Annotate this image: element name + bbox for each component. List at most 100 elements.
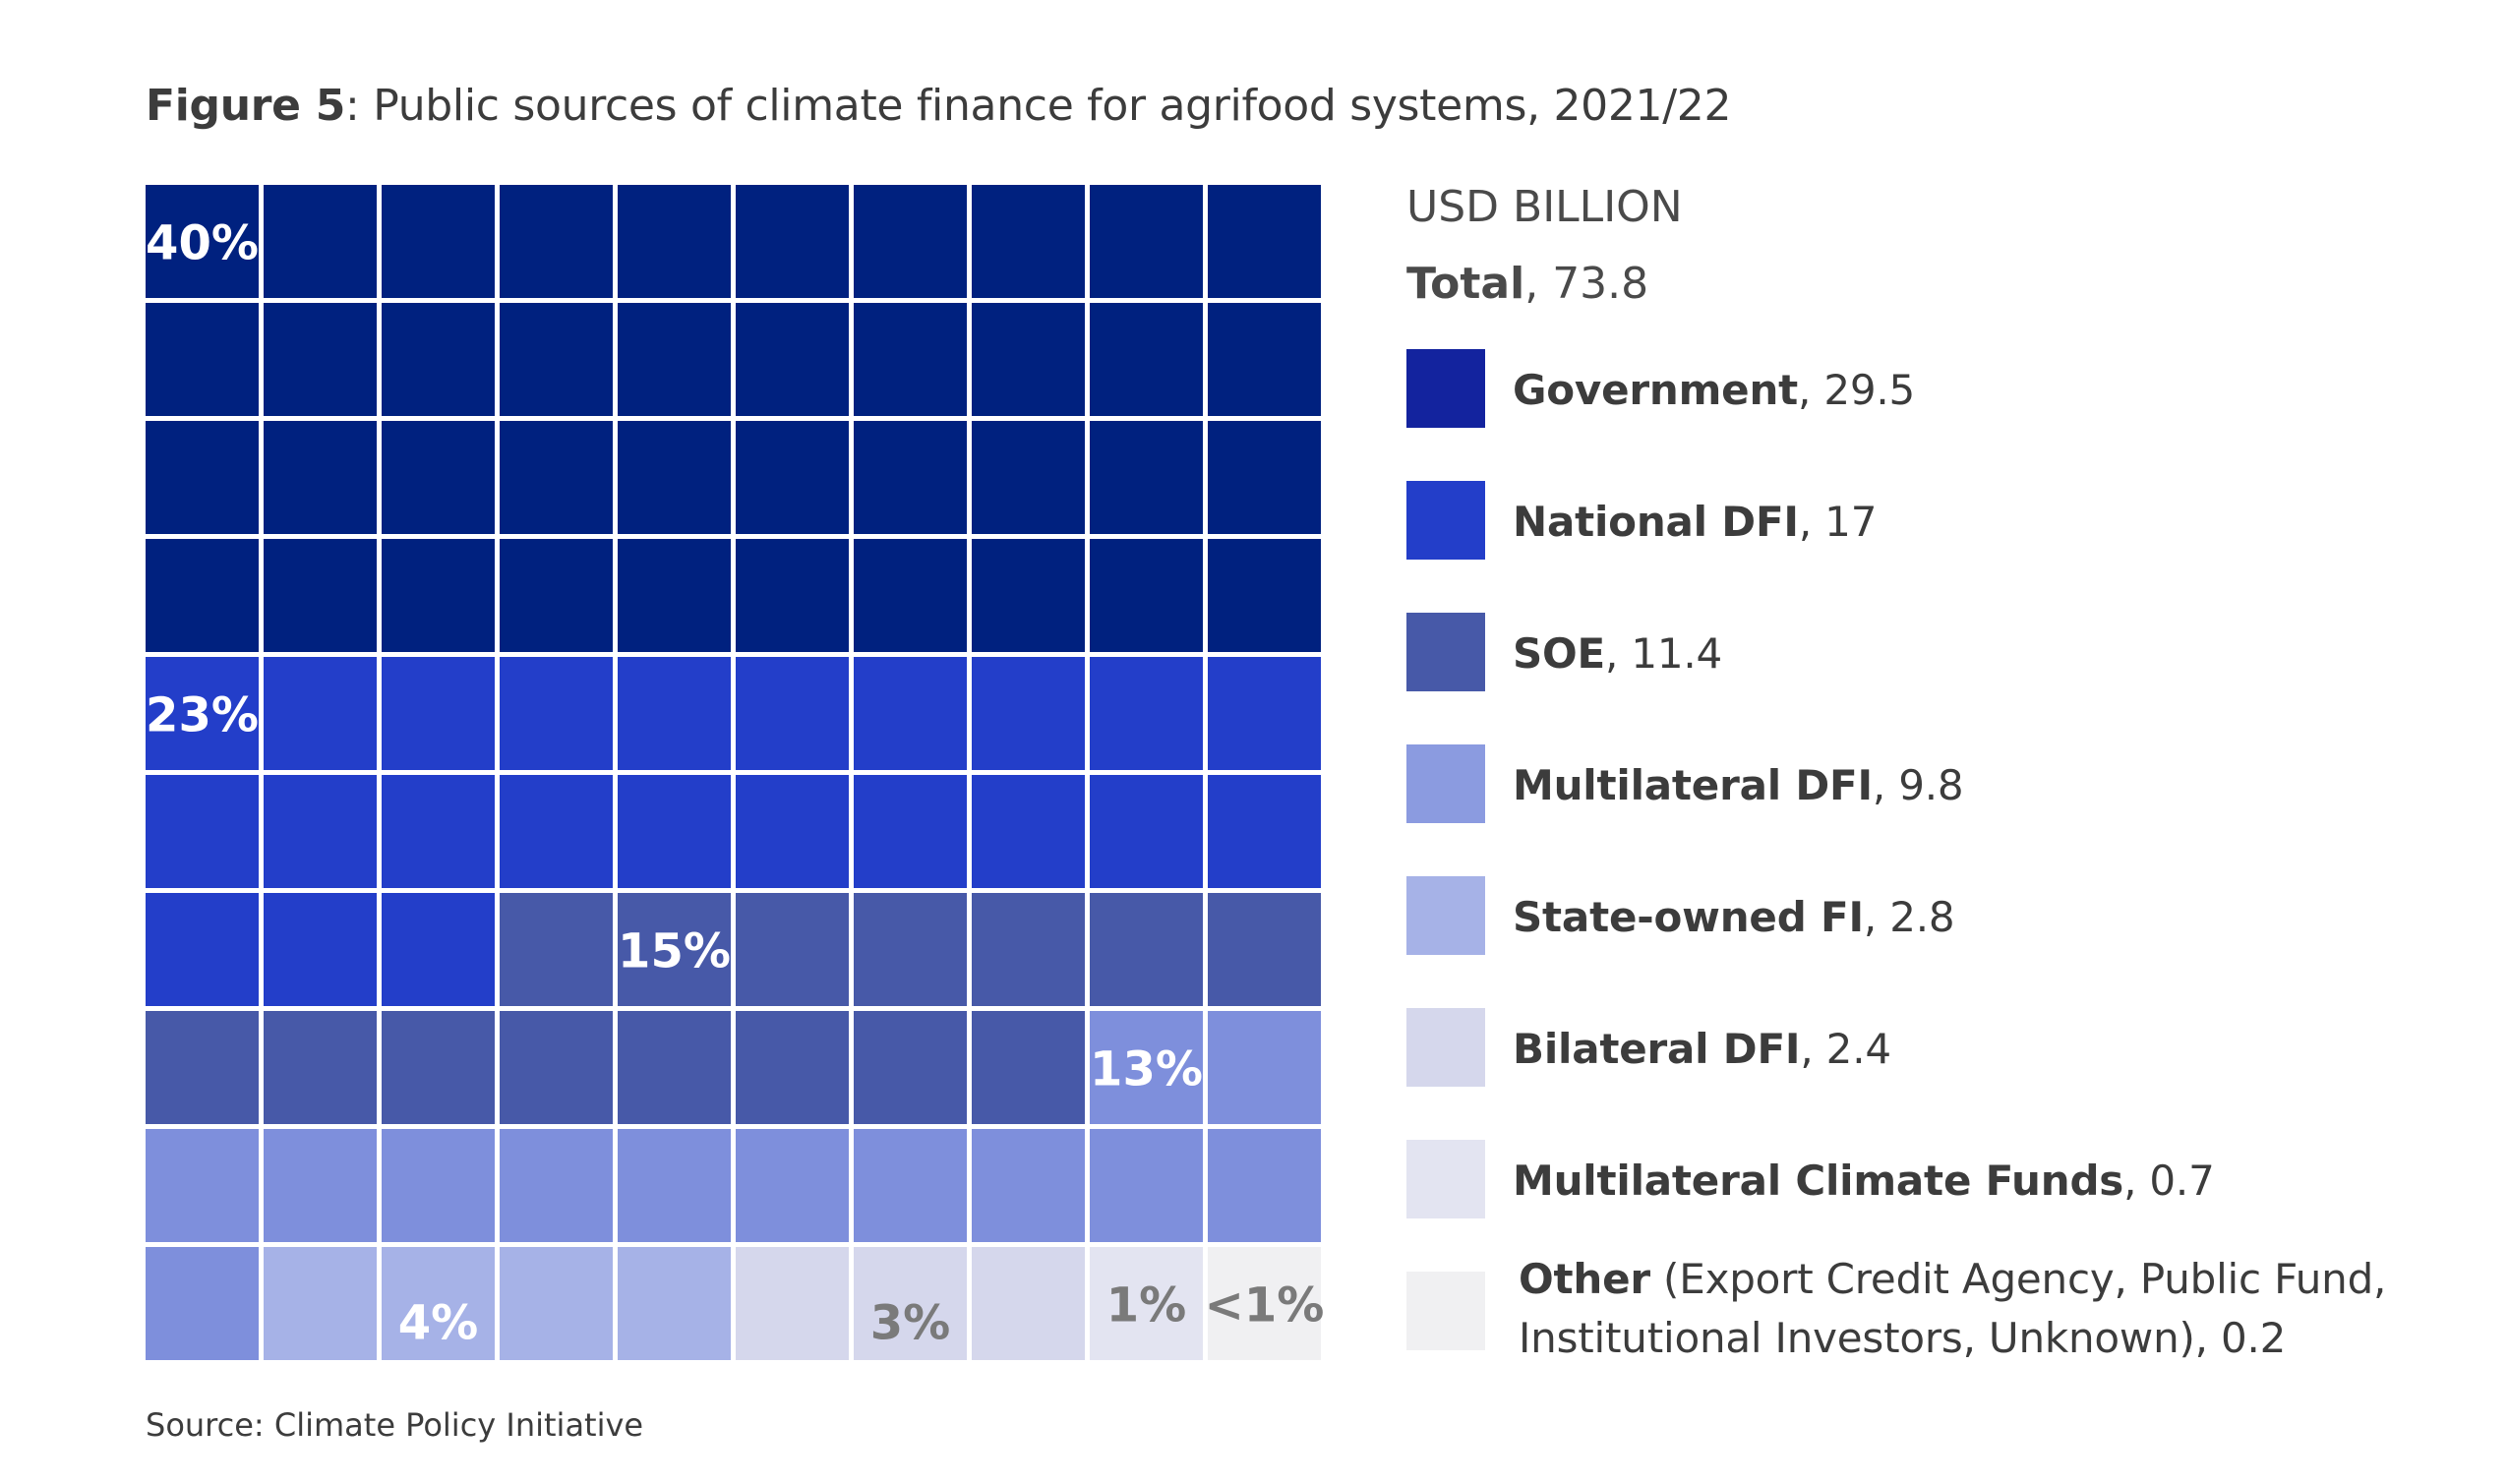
- legend-item-soe: SOE, 11.4: [1406, 613, 2488, 691]
- waffle-tile-multilateral-dfi: [382, 1129, 495, 1242]
- waffle-tile-government: [264, 303, 377, 416]
- waffle-tile-national-dfi: [972, 657, 1085, 770]
- waffle-tile-government: [500, 303, 613, 416]
- waffle-tile-government: [972, 185, 1085, 298]
- legend-swatch-bilateral-dfi: [1406, 1008, 1485, 1087]
- legend-value-multilateral-climate-funds: , 0.7: [2123, 1157, 2215, 1205]
- waffle-tile-government: [854, 539, 967, 652]
- waffle-tile-government: [500, 185, 613, 298]
- waffle-tile-government: [736, 421, 849, 534]
- waffle-tile-government: [146, 539, 259, 652]
- legend-name-bilateral-dfi: Bilateral DFI: [1513, 1025, 1801, 1073]
- legend-name-multilateral-climate-funds: Multilateral Climate Funds: [1513, 1157, 2124, 1205]
- legend-total: Total, 73.8: [1406, 259, 1648, 309]
- legend-value-government: , 29.5: [1798, 366, 1916, 414]
- legend-swatch-national-dfi: [1406, 481, 1485, 560]
- waffle-tile-government: [1090, 539, 1203, 652]
- legend-item-multilateral-climate-funds: Multilateral Climate Funds, 0.7: [1406, 1140, 2488, 1218]
- waffle-tile-government: [736, 303, 849, 416]
- waffle-tile-government: [618, 303, 731, 416]
- legend-name-soe: SOE: [1513, 629, 1606, 678]
- legend-name-other: Other: [1519, 1255, 1650, 1303]
- waffle-tile-soe: [736, 893, 849, 1006]
- waffle-tile-national-dfi: [146, 893, 259, 1006]
- waffle-tile-multilateral-dfi: [618, 1129, 731, 1242]
- waffle-tile-soe: [1208, 893, 1321, 1006]
- waffle-tile-multilateral-dfi: [1208, 1011, 1321, 1124]
- legend-text-soe: SOE, 11.4: [1513, 624, 1722, 683]
- waffle-tile-multilateral-dfi: [972, 1129, 1085, 1242]
- waffle-tile-national-dfi: [382, 893, 495, 1006]
- legend-text-multilateral-climate-funds: Multilateral Climate Funds, 0.7: [1513, 1152, 2215, 1211]
- waffle-tile-national-dfi: [736, 775, 849, 888]
- chart-title: Figure 5: Public sources of climate fina…: [146, 81, 1731, 131]
- waffle-tile-national-dfi: [854, 657, 967, 770]
- waffle-tile-government: [146, 185, 259, 298]
- waffle-tile-soe: [854, 1011, 967, 1124]
- waffle-tile-national-dfi: [500, 775, 613, 888]
- waffle-tile-soe: [618, 893, 731, 1006]
- waffle-tile-soe: [500, 893, 613, 1006]
- legend-text-national-dfi: National DFI, 17: [1513, 493, 1877, 552]
- legend-value-state-owned-fi: , 2.8: [1863, 893, 1955, 941]
- legend-swatch-state-owned-fi: [1406, 876, 1485, 955]
- waffle-tile-multilateral-dfi: [146, 1247, 259, 1360]
- waffle-tile-government: [972, 421, 1085, 534]
- legend-item-state-owned-fi: State-owned FI, 2.8: [1406, 876, 2488, 955]
- waffle-tile-national-dfi: [264, 893, 377, 1006]
- percent-label-bilateral-dfi: 3%: [870, 1296, 951, 1351]
- waffle-tile-government: [146, 303, 259, 416]
- waffle-tile-government: [382, 421, 495, 534]
- waffle-tile-government: [382, 539, 495, 652]
- waffle-tile-government: [854, 185, 967, 298]
- legend-total-value: , 73.8: [1524, 259, 1649, 309]
- waffle-tile-multilateral-dfi: [854, 1129, 967, 1242]
- waffle-tile-government: [500, 539, 613, 652]
- waffle-tile-national-dfi: [146, 657, 259, 770]
- waffle-tile-national-dfi: [618, 775, 731, 888]
- waffle-tile-government: [618, 539, 731, 652]
- waffle-tile-government: [618, 185, 731, 298]
- waffle-tile-government: [1090, 303, 1203, 416]
- waffle-tile-soe: [972, 1011, 1085, 1124]
- legend-name-multilateral-dfi: Multilateral DFI: [1513, 761, 1873, 809]
- waffle-tile-multilateral-dfi: [500, 1129, 613, 1242]
- waffle-tile-government: [1208, 185, 1321, 298]
- waffle-tile-state-owned-fi: [618, 1247, 731, 1360]
- waffle-tile-government: [1208, 539, 1321, 652]
- legend-text-government: Government, 29.5: [1513, 361, 1915, 420]
- legend-swatch-government: [1406, 349, 1485, 428]
- waffle-tile-national-dfi: [1208, 775, 1321, 888]
- percent-label-soe: 15%: [618, 924, 731, 979]
- waffle-tile-government: [972, 539, 1085, 652]
- legend-text-bilateral-dfi: Bilateral DFI, 2.4: [1513, 1020, 1891, 1079]
- waffle-tile-multilateral-dfi: [146, 1129, 259, 1242]
- percent-label-government: 40%: [146, 216, 259, 271]
- legend-value-other: (Export Credit Agency, Public Fund, Inst…: [1519, 1255, 2387, 1362]
- waffle-tile-national-dfi: [1090, 775, 1203, 888]
- waffle-tile-state-owned-fi: [382, 1247, 495, 1360]
- legend-item-multilateral-dfi: Multilateral DFI, 9.8: [1406, 744, 2488, 823]
- source-note: Source: Climate Policy Initiative: [146, 1406, 644, 1444]
- legend-unit: USD BILLION: [1406, 182, 1683, 232]
- legend-swatch-other: [1406, 1272, 1485, 1350]
- figure-label: Figure 5: [146, 81, 346, 131]
- waffle-tile-national-dfi: [618, 657, 731, 770]
- waffle-tile-soe: [972, 893, 1085, 1006]
- waffle-tile-soe: [146, 1011, 259, 1124]
- legend-text-state-owned-fi: State-owned FI, 2.8: [1513, 888, 1955, 947]
- waffle-tile-government: [382, 303, 495, 416]
- waffle-tile-national-dfi: [264, 775, 377, 888]
- waffle-tile-other: [1208, 1247, 1321, 1360]
- waffle-tile-soe: [736, 1011, 849, 1124]
- legend-item-other: Other (Export Credit Agency, Public Fund…: [1406, 1255, 2488, 1362]
- legend-swatch-soe: [1406, 613, 1485, 691]
- figure-title-text: : Public sources of climate finance for …: [345, 81, 1732, 131]
- legend-name-national-dfi: National DFI: [1513, 498, 1799, 546]
- legend-name-state-owned-fi: State-owned FI: [1513, 893, 1864, 941]
- percent-label-state-owned-fi: 4%: [398, 1296, 479, 1351]
- waffle-tile-government: [264, 421, 377, 534]
- waffle-tile-national-dfi: [1208, 657, 1321, 770]
- waffle-tile-government: [500, 421, 613, 534]
- waffle-tile-multilateral-dfi: [736, 1129, 849, 1242]
